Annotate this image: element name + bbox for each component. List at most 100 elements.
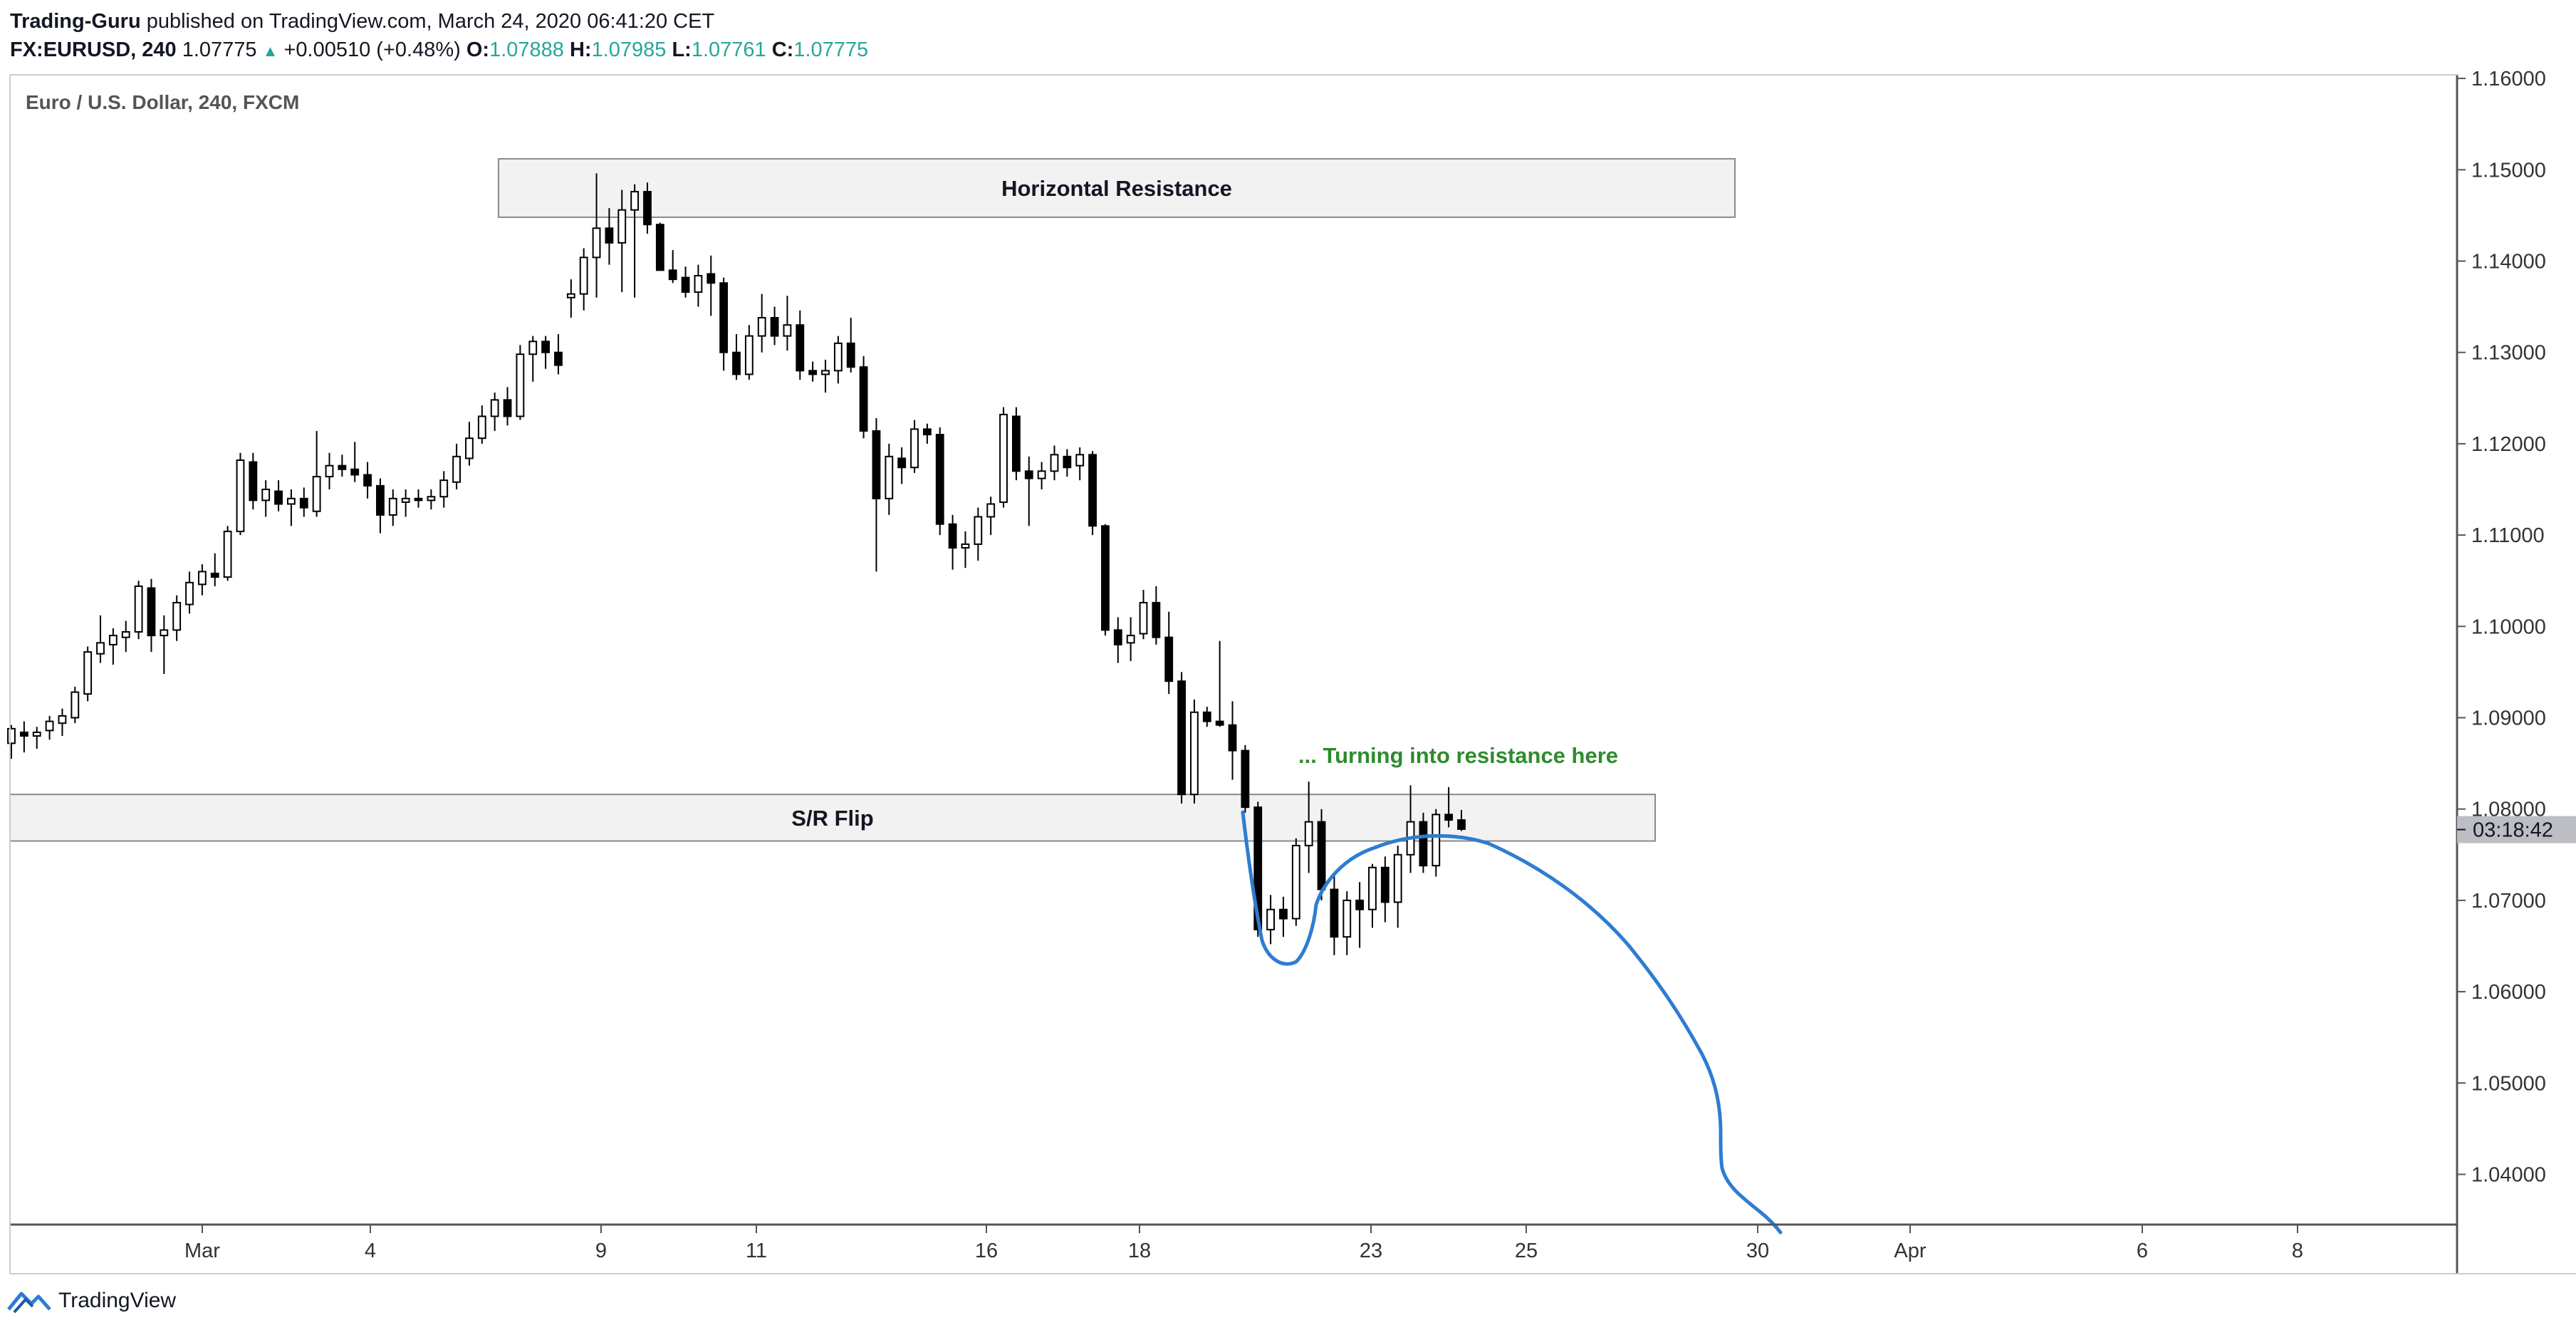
candle-body-up [58,715,67,724]
candle-body-up [465,437,474,459]
candle-body-up [1393,853,1402,903]
time-axis: Mar 4 9 11 16 18 23 25 30 Apr 6 8 [184,1225,2303,1262]
candle-body-down [935,434,944,525]
candle [7,724,16,759]
candle [338,454,347,477]
zone-box [9,794,1656,842]
candle [846,317,855,373]
candle-body-up [1266,908,1276,930]
tradingview-brand[interactable]: TradingView [58,1289,177,1312]
candle-body-down [643,191,652,226]
candle [974,507,983,561]
candle-body-up [427,496,436,502]
time-tick-label: 18 [1128,1240,1151,1262]
candle [249,452,258,510]
candle [19,721,28,753]
candle [1266,895,1276,945]
candle-body-down [1355,899,1365,910]
projection-curve [1241,810,1783,1235]
candle [808,361,818,382]
candle-body-up [197,571,207,586]
candle-body-down [846,342,855,368]
candles-layer [7,173,1466,955]
candle-body-down [1012,415,1021,472]
candle-body-up [744,335,753,375]
candle [185,571,194,614]
candle-body-down [1419,821,1428,867]
candle-body-down [1088,454,1097,527]
candle-body-up [7,727,16,744]
publisher-line: Trading-Guru published on TradingView.co… [10,6,714,37]
candle [922,423,932,444]
candle-body-up [1139,601,1148,635]
candle-body-up [833,342,843,372]
candle [999,407,1008,508]
time-tick-label: 16 [975,1240,998,1262]
zone-box [498,157,1736,218]
candle [1037,462,1046,489]
candle [503,387,512,426]
candle-body-down [668,269,677,281]
candle [1241,744,1250,813]
candle-body-up [185,581,194,606]
price-label-text: 03:18:42 [2473,819,2553,842]
candle [1457,809,1466,831]
candle [605,208,614,265]
candle [274,480,283,511]
candle [617,189,627,293]
candle-body-up [325,464,334,478]
time-tick-label: Mar [184,1240,220,1262]
candle [147,578,156,653]
tradingview-logo-icon[interactable] [7,1288,51,1314]
candle-body-up [566,293,575,298]
time-tick-label: 25 [1515,1240,1538,1262]
time-tick-label: 11 [746,1240,767,1262]
price-tick-label: 1.13000 [2471,342,2546,365]
candle [833,336,843,384]
candle [1050,445,1059,481]
candle [261,480,271,517]
candle [1304,781,1313,873]
candle-body-down [808,370,818,375]
candle [1330,873,1339,955]
price-tick-label: 1.10000 [2471,615,2546,638]
candle-body-up [783,324,792,337]
candle [655,222,664,271]
candle-body-down [948,523,957,549]
candle [172,595,182,641]
candle [694,264,703,307]
candle [541,336,551,369]
candle-body-up [477,415,486,440]
candle [1291,838,1300,926]
candle [1380,856,1389,923]
candle [401,489,410,517]
candle [668,250,677,284]
candle [83,646,93,702]
price-tick-label: 1.06000 [2471,981,2546,1004]
candle [363,462,372,499]
candle [45,715,54,740]
candle [1164,611,1174,695]
candle [948,514,957,570]
candle-body-down [299,497,308,509]
candle [1075,447,1085,481]
candle-body-down [1330,888,1339,938]
candle [210,553,219,586]
candle-body-up [1291,844,1300,920]
candle-body-up [1304,821,1313,846]
candle-body-down [1202,711,1211,722]
candle-body-up [592,227,601,259]
candle [961,531,970,568]
candle [376,478,385,534]
candle-body-up [223,530,232,578]
candle-body-down [1101,525,1110,631]
candle-body-up [1075,454,1085,467]
price-tick-label: 1.04000 [2471,1163,2546,1186]
candle-body-up [134,585,143,633]
candle [783,296,792,351]
price-tick-label: 1.07000 [2471,890,2546,913]
candle-body-up [999,413,1008,503]
candle [757,294,766,353]
candle-body-down [414,497,423,502]
author[interactable]: Trading-Guru [10,10,141,33]
